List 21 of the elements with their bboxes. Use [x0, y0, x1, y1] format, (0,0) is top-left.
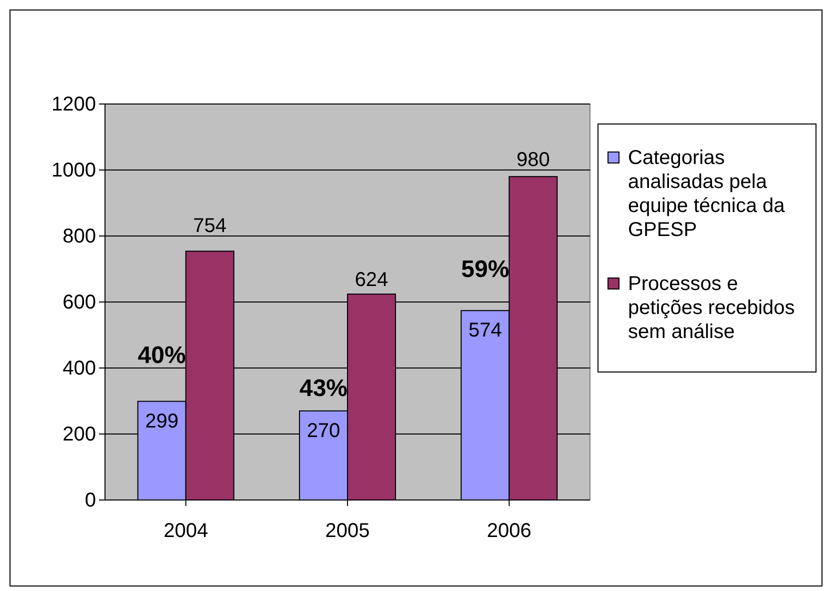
annotation: 43% [299, 374, 348, 402]
x-tick-label: 2005 [325, 520, 370, 542]
x-tick-label: 2004 [164, 520, 208, 542]
y-tick-label: 0 [84, 489, 96, 512]
legend-label: Processos e petições recebidos sem análise [628, 273, 795, 343]
y-tick-label: 800 [62, 225, 96, 248]
y-tick-label: 600 [62, 291, 96, 314]
y-tick-label: 400 [62, 357, 96, 380]
y-tick-label: 1000 [52, 159, 96, 182]
data-label: 754 [193, 215, 227, 237]
annotation: 40% [138, 342, 186, 369]
data-label: 624 [354, 269, 388, 292]
y-tick-label: 200 [62, 423, 96, 446]
y-tick-label: 1200 [52, 93, 96, 116]
legend-label: Categorias analisadas pela equipe técnica da GPESP [628, 147, 786, 241]
annotation: 59% [461, 256, 510, 283]
data-label: 270 [306, 420, 340, 442]
x-tick-label: 2006 [486, 520, 532, 542]
data-label: 980 [516, 149, 550, 171]
data-label: 299 [145, 410, 179, 432]
data-label: 574 [468, 320, 502, 342]
